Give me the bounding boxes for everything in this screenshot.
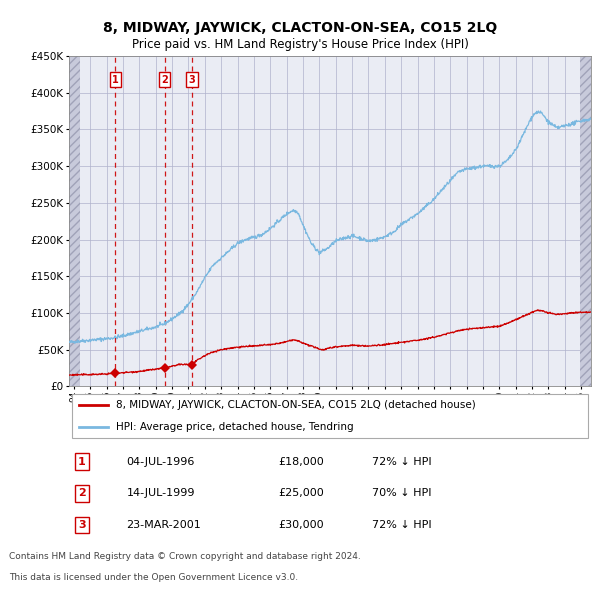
Text: 23-MAR-2001: 23-MAR-2001 <box>127 520 201 530</box>
Text: 04-JUL-1996: 04-JUL-1996 <box>127 457 195 467</box>
Text: £30,000: £30,000 <box>278 520 323 530</box>
Text: 2: 2 <box>161 74 168 84</box>
Text: Price paid vs. HM Land Registry's House Price Index (HPI): Price paid vs. HM Land Registry's House … <box>131 38 469 51</box>
Text: 72% ↓ HPI: 72% ↓ HPI <box>372 520 431 530</box>
Text: 8, MIDWAY, JAYWICK, CLACTON-ON-SEA, CO15 2LQ (detached house): 8, MIDWAY, JAYWICK, CLACTON-ON-SEA, CO15… <box>116 400 476 410</box>
FancyBboxPatch shape <box>71 394 589 438</box>
Text: 3: 3 <box>78 520 86 530</box>
Text: 1: 1 <box>78 457 86 467</box>
Text: Contains HM Land Registry data © Crown copyright and database right 2024.: Contains HM Land Registry data © Crown c… <box>9 552 361 561</box>
Text: 2: 2 <box>78 489 86 498</box>
Text: £25,000: £25,000 <box>278 489 323 498</box>
Text: 8, MIDWAY, JAYWICK, CLACTON-ON-SEA, CO15 2LQ: 8, MIDWAY, JAYWICK, CLACTON-ON-SEA, CO15… <box>103 21 497 35</box>
Text: 14-JUL-1999: 14-JUL-1999 <box>127 489 195 498</box>
Text: 72% ↓ HPI: 72% ↓ HPI <box>372 457 431 467</box>
Text: 1: 1 <box>112 74 119 84</box>
Text: HPI: Average price, detached house, Tendring: HPI: Average price, detached house, Tend… <box>116 422 353 432</box>
Text: 3: 3 <box>189 74 196 84</box>
Text: £18,000: £18,000 <box>278 457 323 467</box>
Text: 70% ↓ HPI: 70% ↓ HPI <box>372 489 431 498</box>
Text: This data is licensed under the Open Government Licence v3.0.: This data is licensed under the Open Gov… <box>9 572 298 582</box>
